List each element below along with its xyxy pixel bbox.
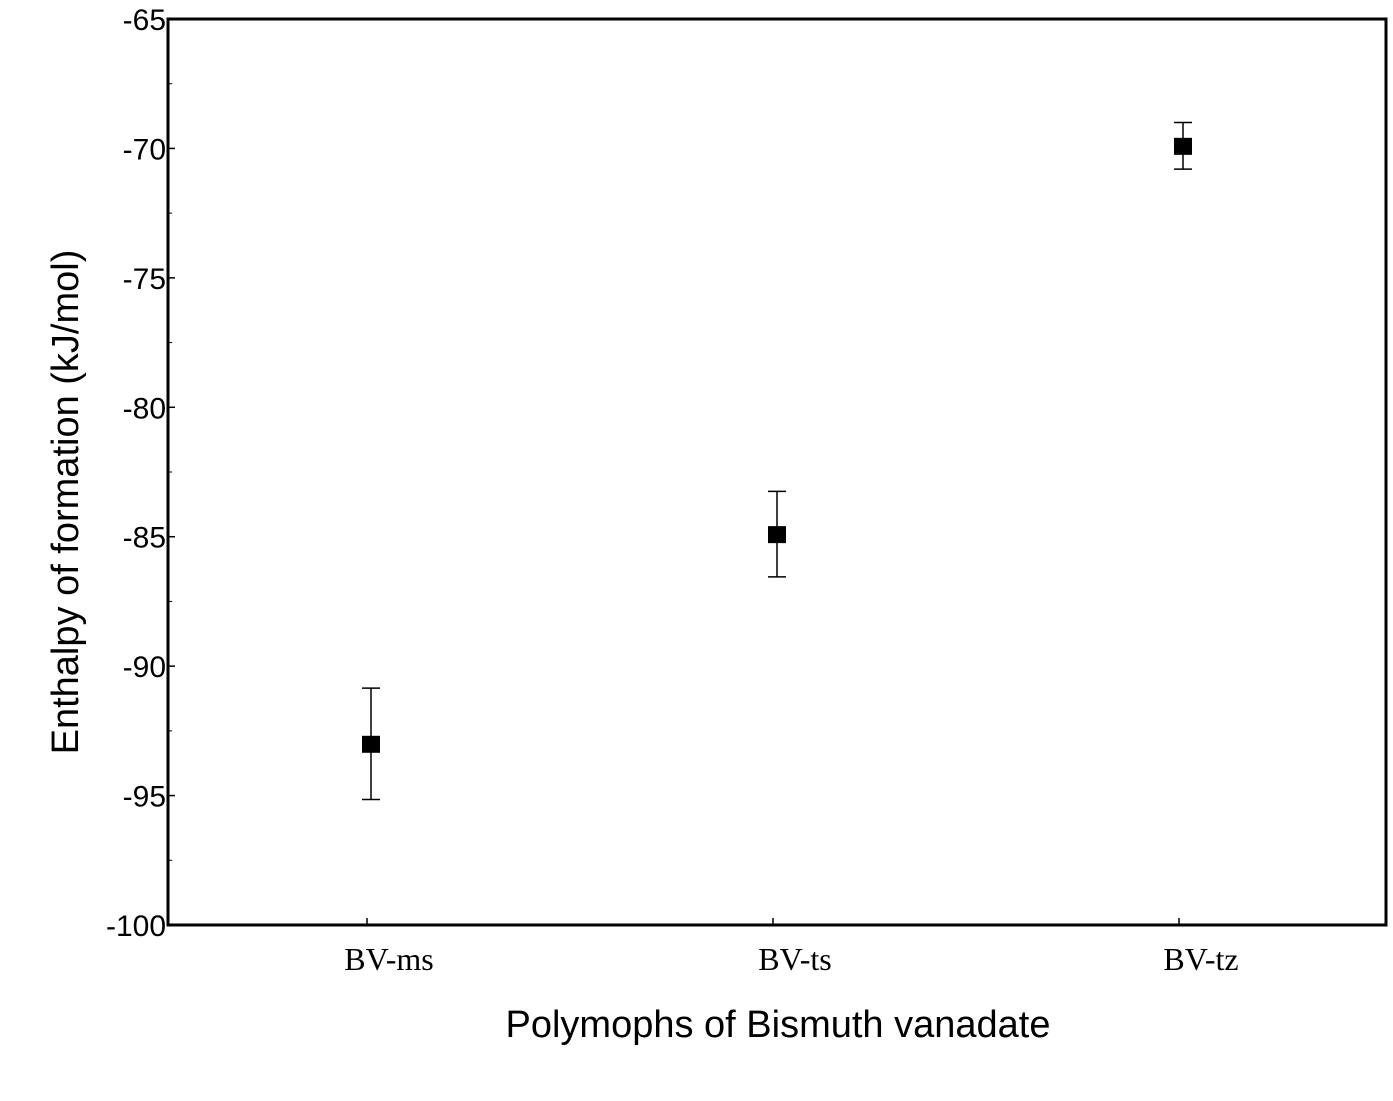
y-tick-label: -85 — [123, 522, 166, 555]
y-axis-label: Enthalpy of formation (kJ/mol) — [45, 250, 87, 755]
y-tick-label: -90 — [123, 651, 166, 684]
y-tick-label: -70 — [123, 133, 166, 166]
y-tick-label: -80 — [123, 392, 166, 425]
x-tick-label: BV-tz — [1163, 941, 1238, 977]
y-tick-label: -95 — [123, 781, 166, 814]
data-point-marker — [362, 735, 380, 753]
y-tick-label: -100 — [106, 910, 166, 943]
data-point-marker — [1174, 137, 1192, 155]
data-point-marker — [768, 526, 786, 544]
y-tick-label: -75 — [123, 263, 166, 296]
y-tick-label: -65 — [123, 4, 166, 37]
plot-frame — [166, 17, 1388, 927]
x-tick-label: BV-ts — [758, 941, 832, 977]
x-axis-label: Polymophs of Bismuth vanadate — [506, 1004, 1051, 1046]
x-tick-label: BV-ms — [344, 941, 434, 977]
